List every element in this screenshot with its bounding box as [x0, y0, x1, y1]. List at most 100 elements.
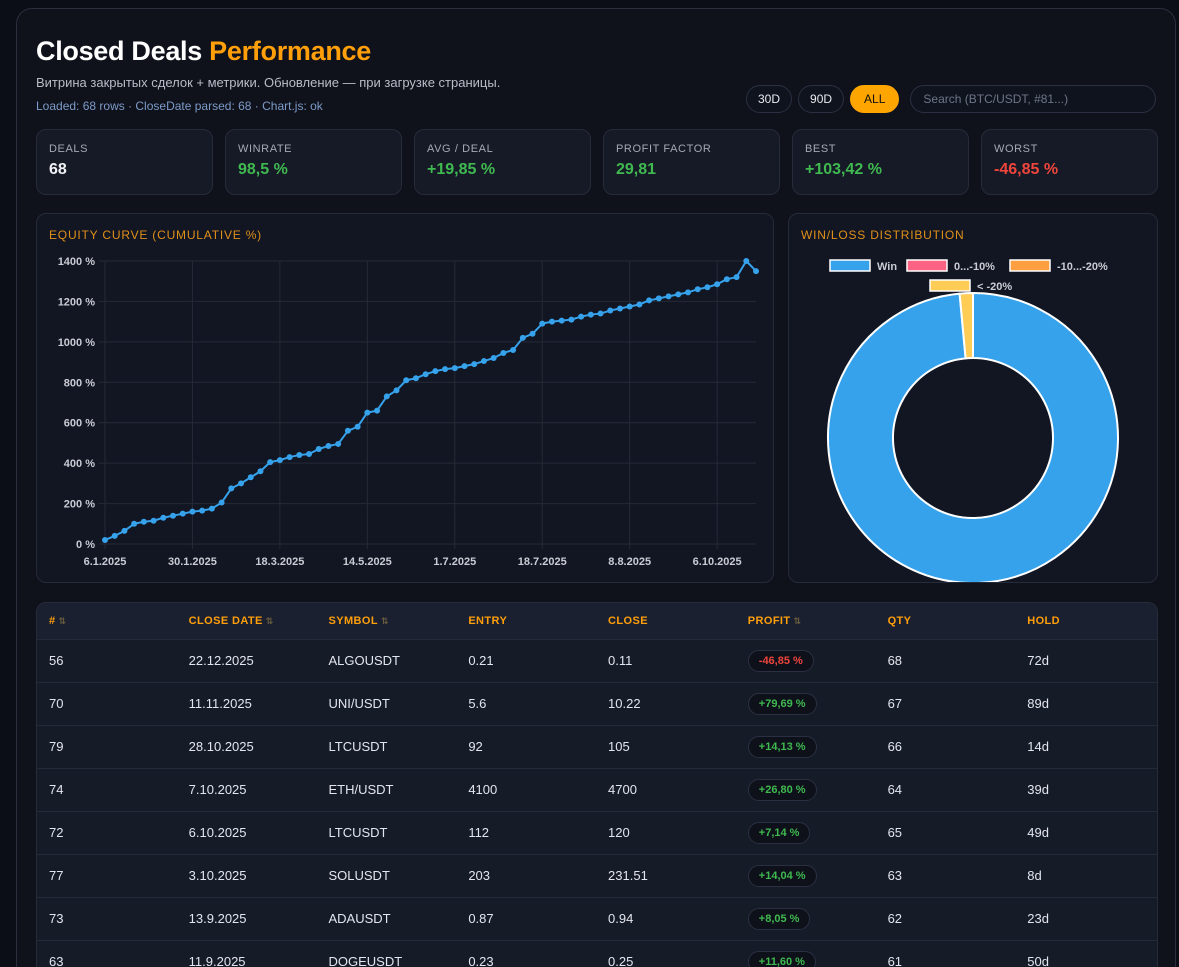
equity-point[interactable] — [267, 459, 274, 466]
equity-point[interactable] — [218, 499, 225, 506]
legend-item[interactable]: -10...-20% — [1009, 259, 1108, 273]
equity-point[interactable] — [442, 366, 449, 373]
table-row[interactable]: 73 13.9.2025 ADAUSDT 0.87 0.94 +8,05 % 62 23d — [37, 897, 1157, 940]
table-row[interactable]: 56 22.12.2025 ALGOUSDT 0.21 0.11 -46,85 % 68 72… — [37, 639, 1157, 682]
equity-point[interactable] — [432, 368, 439, 375]
column-header-symbol[interactable]: SYMBOL ⇅ — [316, 603, 456, 639]
equity-point[interactable] — [655, 295, 662, 302]
equity-point[interactable] — [733, 274, 740, 281]
equity-point[interactable] — [607, 307, 614, 314]
equity-point[interactable] — [519, 334, 526, 341]
equity-point[interactable] — [354, 423, 361, 430]
legend-item[interactable]: Win — [829, 259, 897, 273]
equity-point[interactable] — [510, 346, 517, 353]
table-row[interactable]: 72 6.10.2025 LTCUSDT 112 120 +7,14 % 65 49d — [37, 811, 1157, 854]
distribution-chart[interactable]: Win 0...-10% -10...-20% < -20% — [789, 214, 1157, 582]
equity-point[interactable] — [539, 320, 546, 327]
equity-point[interactable] — [548, 318, 555, 325]
equity-point[interactable] — [412, 375, 419, 382]
equity-point[interactable] — [714, 281, 721, 288]
equity-point[interactable] — [306, 451, 313, 458]
legend-item[interactable]: 0...-10% — [906, 259, 995, 273]
equity-point[interactable] — [480, 358, 487, 365]
equity-point[interactable] — [500, 349, 507, 356]
legend-swatch — [1009, 259, 1051, 272]
equity-point[interactable] — [704, 284, 711, 291]
equity-point[interactable] — [276, 457, 283, 464]
equity-point[interactable] — [403, 377, 410, 384]
equity-point[interactable] — [150, 517, 157, 524]
slice-win[interactable] — [827, 291, 1119, 582]
equity-point[interactable] — [208, 505, 215, 512]
sort-icon[interactable]: ⇅ — [265, 615, 274, 626]
equity-point[interactable] — [364, 409, 371, 416]
equity-point[interactable] — [160, 514, 167, 521]
equity-point[interactable] — [102, 536, 108, 543]
equity-point[interactable] — [568, 316, 575, 323]
equity-point[interactable] — [753, 268, 759, 275]
equity-point[interactable] — [626, 303, 633, 310]
equity-point[interactable] — [140, 518, 147, 525]
table-row[interactable]: 77 3.10.2025 SOLUSDT 203 231.51 +14,04 % 63 8d — [37, 854, 1157, 897]
table-row[interactable]: 70 11.11.2025 UNI/USDT 5.6 10.22 +79,69 % 67 89… — [37, 682, 1157, 725]
equity-point[interactable] — [597, 310, 604, 317]
equity-point[interactable] — [170, 512, 177, 519]
range-30d-button[interactable]: 30D — [746, 85, 793, 113]
equity-point[interactable] — [558, 317, 565, 324]
page-title: Closed Deals Performance — [36, 36, 371, 67]
equity-point[interactable] — [335, 440, 342, 447]
equity-point[interactable] — [286, 454, 293, 461]
equity-point[interactable] — [723, 276, 730, 283]
legend-item[interactable]: < -20% — [929, 279, 1012, 293]
column-header-profit[interactable]: PROFIT ⇅ — [736, 603, 876, 639]
equity-point[interactable] — [344, 427, 351, 434]
table-row[interactable]: 74 7.10.2025 ETH/USDT 4100 4700 +26,80 % 64 39d — [37, 768, 1157, 811]
equity-point[interactable] — [238, 480, 245, 487]
equity-point[interactable] — [646, 297, 653, 304]
equity-point[interactable] — [247, 474, 254, 481]
range-90d-button[interactable]: 90D — [798, 85, 845, 113]
equity-point[interactable] — [490, 355, 497, 362]
equity-point[interactable] — [111, 532, 118, 539]
equity-point[interactable] — [684, 289, 691, 296]
equity-point[interactable] — [374, 407, 381, 414]
equity-point[interactable] — [383, 393, 390, 400]
equity-point[interactable] — [199, 507, 206, 514]
column-header-close-date[interactable]: CLOSE DATE ⇅ — [177, 603, 317, 639]
equity-point[interactable] — [675, 291, 682, 298]
equity-point[interactable] — [296, 452, 303, 459]
equity-point[interactable] — [315, 445, 322, 452]
equity-point[interactable] — [471, 361, 478, 368]
sort-icon[interactable]: ⇅ — [58, 615, 67, 626]
table-row[interactable]: 63 11.9.2025 DOGEUSDT 0.23 0.25 +11,60 % 61 50d — [37, 940, 1157, 967]
sort-icon[interactable]: ⇅ — [793, 615, 802, 626]
equity-point[interactable] — [694, 286, 701, 293]
table-row[interactable]: 79 28.10.2025 LTCUSDT 92 105 +14,13 % 66 14d — [37, 725, 1157, 768]
equity-point[interactable] — [422, 371, 429, 378]
equity-point[interactable] — [131, 520, 138, 527]
equity-point[interactable] — [325, 442, 332, 449]
equity-point[interactable] — [179, 510, 186, 517]
range-all-button[interactable]: ALL — [850, 85, 900, 113]
cell-entry: 203 — [468, 868, 491, 883]
slice-20[interactable] — [958, 291, 974, 360]
search-input[interactable] — [910, 85, 1157, 113]
equity-point[interactable] — [393, 387, 400, 394]
equity-point[interactable] — [587, 311, 594, 318]
equity-point[interactable] — [616, 305, 623, 312]
equity-point[interactable] — [189, 508, 196, 515]
equity-point[interactable] — [743, 258, 750, 264]
equity-point[interactable] — [529, 330, 536, 337]
equity-point[interactable] — [451, 365, 458, 372]
equity-chart[interactable]: 0 % 200 % 400 % 600 % 800 % 1000 % 1200 % 1400 … — [37, 214, 773, 582]
column-header-id[interactable]: # ⇅ — [37, 603, 177, 639]
equity-point[interactable] — [461, 363, 468, 370]
equity-point[interactable] — [121, 527, 128, 534]
sort-icon[interactable]: ⇅ — [380, 615, 389, 626]
equity-point[interactable] — [665, 293, 672, 300]
equity-point[interactable] — [636, 301, 643, 308]
equity-point[interactable] — [578, 313, 585, 320]
cell-profit: -46,85 % — [736, 639, 876, 682]
equity-point[interactable] — [228, 485, 235, 492]
equity-point[interactable] — [257, 468, 264, 475]
